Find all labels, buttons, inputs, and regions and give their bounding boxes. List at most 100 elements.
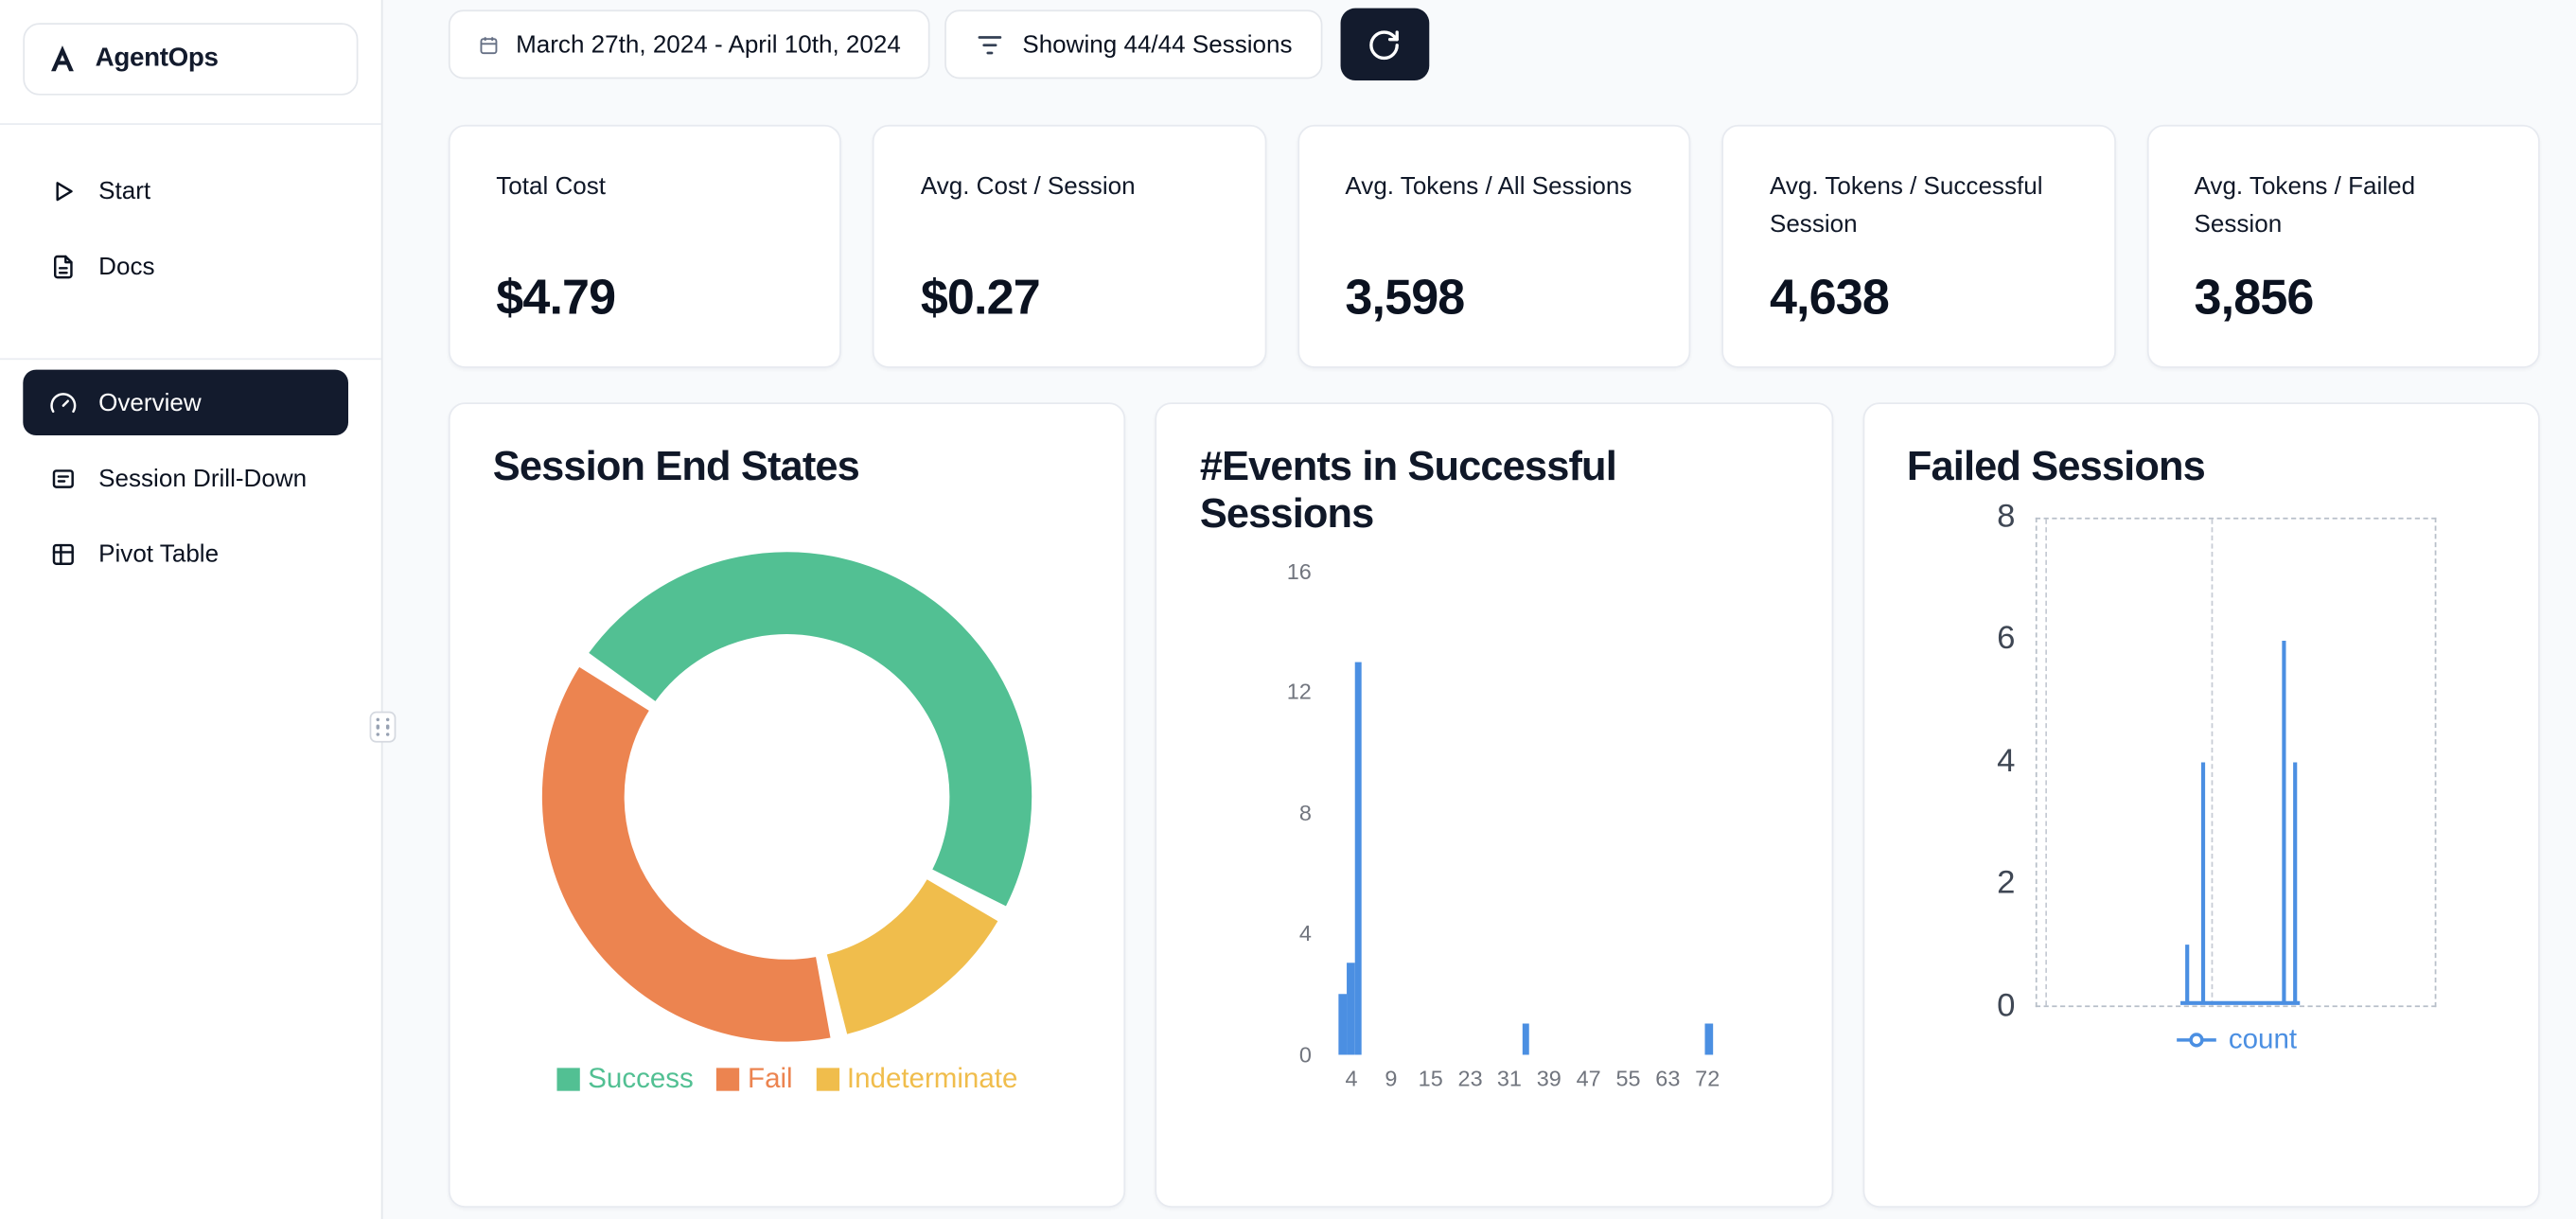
- bar-x-4: [1347, 963, 1354, 1054]
- gridline: [2046, 519, 2048, 1005]
- sidebar-item-session-drill-down[interactable]: Session Drill-Down: [23, 445, 348, 510]
- y-tick-label: 8: [1997, 498, 2016, 535]
- x-tick-label: 72: [1695, 1065, 1720, 1090]
- x-tick-label: 4: [1345, 1065, 1358, 1090]
- failed-line-chart: 0 2 4 6 8: [1907, 498, 2496, 1024]
- sessions-filter-label: Showing 44/44 Sessions: [1022, 30, 1293, 59]
- calendar-icon: [480, 36, 498, 54]
- grip-dot: [375, 717, 380, 722]
- sidebar-resize-handle[interactable]: [369, 711, 397, 743]
- agentops-logo-icon: [51, 45, 74, 72]
- stat-label: Avg. Tokens / Failed Session: [2194, 172, 2416, 238]
- x-tick-label: 63: [1655, 1065, 1681, 1090]
- stat-card-avg-tokens-successful: Avg. Tokens / Successful Session 4,638: [1721, 124, 2116, 368]
- legend-swatch: [815, 1067, 839, 1091]
- legend-item-indeterminate[interactable]: Indeterminate: [815, 1063, 1017, 1096]
- divider: [0, 123, 381, 125]
- bar-x-5: [1354, 661, 1363, 1054]
- grip-dot: [385, 724, 390, 730]
- donut-legend: Success Fail Indeterminate: [493, 1063, 1082, 1096]
- failed-legend-item-count[interactable]: count: [2035, 1023, 2436, 1056]
- legend-item-success[interactable]: Success: [556, 1063, 694, 1096]
- sidebar-item-label: Session Drill-Down: [98, 464, 308, 492]
- main-content: March 27th, 2024 - April 10th, 2024 Show…: [382, 0, 2576, 1219]
- events-bar-chart: 0 4 8 12 16: [1200, 558, 1789, 1067]
- donut-segment-fail: [542, 666, 831, 1042]
- legend-label: count: [2228, 1023, 2298, 1055]
- logo[interactable]: AgentOps: [23, 23, 359, 96]
- x-tick-label: 55: [1615, 1065, 1641, 1090]
- chart-card-failed-sessions: Failed Sessions 0 2 4 6 8 count: [1861, 402, 2540, 1208]
- x-tick-label: 47: [1576, 1065, 1601, 1090]
- topbar: March 27th, 2024 - April 10th, 2024 Show…: [448, 8, 2540, 81]
- grip-dot: [375, 724, 380, 730]
- legend-label: Fail: [748, 1062, 793, 1094]
- sidebar: AgentOps Start Docs Overview Session Dri…: [0, 0, 383, 1219]
- legend-swatch: [556, 1067, 580, 1091]
- x-tick-label: 39: [1536, 1065, 1561, 1090]
- sessions-filter-button[interactable]: Showing 44/44 Sessions: [944, 9, 1322, 80]
- failed-y-axis: 0 2 4 6 8: [1907, 498, 2035, 1024]
- gridline: [2210, 519, 2213, 1005]
- y-tick-label: 4: [1298, 921, 1312, 946]
- stat-value: 3,856: [2194, 271, 2315, 326]
- sidebar-item-pivot-table[interactable]: Pivot Table: [23, 521, 348, 586]
- legend-item-fail[interactable]: Fail: [716, 1063, 793, 1096]
- line-series-legend-icon: [2176, 1032, 2215, 1048]
- y-tick-label: 12: [1286, 679, 1312, 704]
- events-plot: [1328, 571, 1789, 1054]
- date-range-label: March 27th, 2024 - April 10th, 2024: [516, 30, 901, 59]
- stat-label: Avg. Tokens / All Sessions: [1345, 172, 1632, 201]
- stat-label: Total Cost: [496, 172, 607, 201]
- chart-title: Session End States: [492, 443, 860, 490]
- y-tick-label: 2: [1997, 865, 2016, 902]
- stat-value: $0.27: [920, 271, 1041, 326]
- play-icon: [56, 181, 73, 201]
- session-end-states-donut: [542, 551, 1032, 1042]
- sidebar-item-label: Docs: [98, 252, 155, 280]
- grip-dot: [375, 732, 380, 737]
- events-x-axis: 4 9 15 23 31 39 47 55 63 72: [1328, 1066, 1789, 1105]
- y-tick-label: 16: [1286, 558, 1312, 584]
- sidebar-item-docs[interactable]: Docs: [23, 234, 348, 299]
- gauge-icon: [50, 392, 77, 413]
- y-tick-label: 6: [1997, 620, 2016, 657]
- x-tick-label: 15: [1418, 1065, 1443, 1090]
- chart-title: #Events in Successful Sessions: [1199, 443, 1617, 538]
- bar-x-34: [1522, 1023, 1530, 1054]
- sidebar-item-label: Start: [98, 176, 151, 205]
- grip-dot: [385, 732, 390, 737]
- docs-icon: [53, 254, 73, 278]
- stat-card-avg-tokens-all: Avg. Tokens / All Sessions 3,598: [1297, 124, 1691, 368]
- x-tick-label: 23: [1457, 1065, 1483, 1090]
- charts-row: Session End States Success Fail Indetermin…: [448, 402, 2540, 1208]
- events-y-axis: 0 4 8 12 16: [1200, 558, 1328, 1066]
- sidebar-item-label: Pivot Table: [98, 539, 220, 568]
- sidebar-item-start[interactable]: Start: [23, 158, 348, 223]
- sidebar-item-label: Overview: [98, 388, 202, 417]
- bar-x-72: [1704, 1023, 1713, 1054]
- legend-swatch: [716, 1067, 740, 1091]
- chart-title: Failed Sessions: [1906, 443, 2206, 490]
- donut-segment-success: [589, 551, 1032, 906]
- nav-primary: Start Docs: [0, 158, 381, 299]
- y-tick-label: 0: [1997, 987, 2016, 1024]
- stats-row: Total Cost $4.79 Avg. Cost / Session $0.…: [448, 124, 2540, 368]
- sidebar-item-overview[interactable]: Overview: [23, 369, 349, 436]
- bar-x-3: [1338, 993, 1347, 1054]
- x-tick-label: 31: [1496, 1065, 1522, 1090]
- refresh-button[interactable]: [1339, 8, 1429, 81]
- y-tick-label: 0: [1298, 1041, 1312, 1067]
- divider: [0, 358, 381, 361]
- failed-plot: [2035, 517, 2437, 1007]
- x-tick-label: 9: [1385, 1065, 1398, 1090]
- y-tick-label: 4: [1997, 743, 2016, 780]
- stat-value: 3,598: [1345, 271, 1465, 326]
- stat-value: 4,638: [1769, 271, 1890, 326]
- date-range-button[interactable]: March 27th, 2024 - April 10th, 2024: [448, 9, 931, 80]
- pivot-table-icon: [52, 542, 74, 565]
- stat-label: Avg. Tokens / Successful Session: [1769, 172, 2043, 238]
- stat-value: $4.79: [496, 271, 616, 326]
- stat-card-avg-cost-session: Avg. Cost / Session $0.27: [873, 124, 1267, 368]
